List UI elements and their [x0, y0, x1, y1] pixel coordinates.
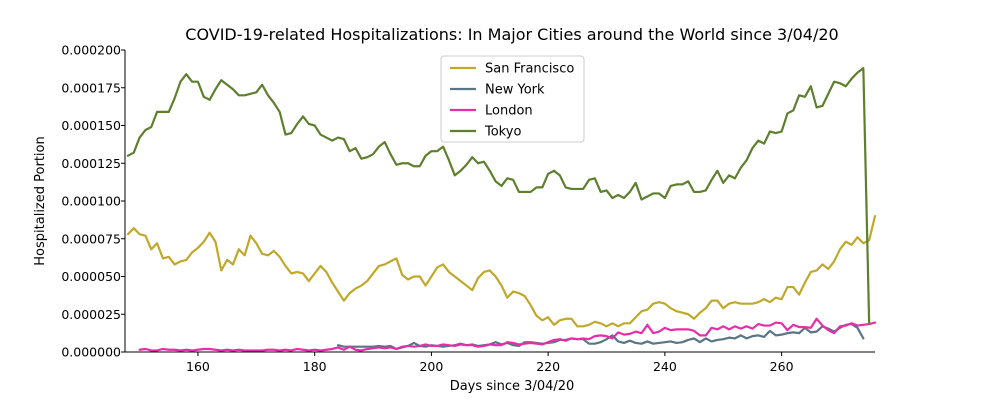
series-line-tokyo	[126, 67, 871, 325]
x-tick-label: 240	[653, 359, 677, 374]
plot-area	[126, 67, 877, 352]
y-axis-ticks: 0.000000 0.000025 0.000050 0.000075 0.000100…	[61, 43, 125, 360]
y-tick-label: 0.000175	[61, 80, 121, 95]
x-axis-label: Days since 3/04/20	[450, 379, 575, 394]
x-tick-label: 260	[770, 359, 794, 374]
x-tick-label: 200	[419, 359, 443, 374]
y-tick-label: 0.000000	[61, 345, 121, 360]
x-tick-label: 180	[303, 359, 327, 374]
x-axis-ticks: 160 180 200 220 240 260	[186, 352, 794, 374]
chart-title: COVID-19-related Hospitalizations: In Ma…	[185, 25, 838, 44]
legend-box	[440, 55, 585, 143]
legend-label-san-francisco: San Francisco	[485, 62, 574, 77]
series-line-london	[138, 317, 877, 352]
y-axis-label: Hospitalized Portion	[33, 136, 48, 265]
x-tick-label: 220	[536, 359, 560, 374]
x-tick-label: 160	[186, 359, 210, 374]
y-tick-label: 0.000100	[61, 194, 121, 209]
legend-label-tokyo: Tokyo	[484, 125, 521, 140]
y-tick-label: 0.000125	[61, 156, 121, 171]
y-tick-label: 0.000025	[61, 307, 121, 322]
y-tick-label: 0.000150	[61, 118, 121, 133]
legend-label-london: London	[485, 104, 533, 119]
y-tick-label: 0.000075	[61, 231, 121, 246]
y-tick-label: 0.000200	[61, 43, 121, 58]
series-line-new-york	[336, 322, 865, 351]
legend: San Francisco New York London Tokyo	[440, 55, 585, 143]
legend-label-new-york: New York	[485, 83, 545, 98]
y-tick-label: 0.000050	[61, 269, 121, 284]
series-line-san-francisco	[126, 215, 877, 328]
